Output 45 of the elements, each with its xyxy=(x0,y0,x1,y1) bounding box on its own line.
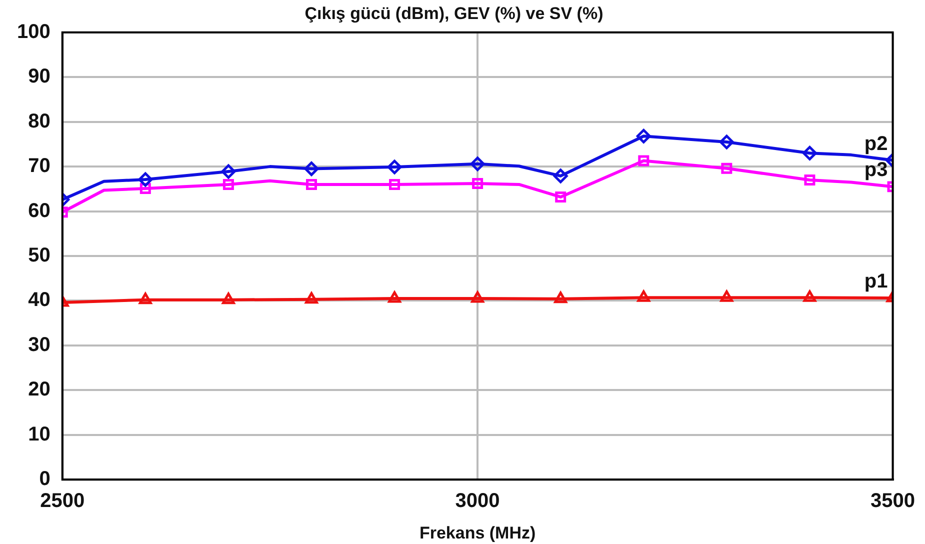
point xyxy=(721,162,732,174)
point xyxy=(719,134,734,150)
y-tick-label: 10 xyxy=(28,423,50,446)
point xyxy=(222,292,235,304)
x-tick-label: 3000 xyxy=(455,490,500,512)
chart-title: Çıkış gücü (dBm), GEV (%) ve SV (%) xyxy=(304,4,604,23)
y-tick-label: 80 xyxy=(28,110,50,132)
point xyxy=(637,290,650,302)
point xyxy=(388,291,401,303)
point xyxy=(470,156,485,172)
point xyxy=(553,168,568,184)
point xyxy=(802,146,817,160)
point xyxy=(304,162,319,176)
y-tick-label: 50 xyxy=(28,244,50,267)
point xyxy=(221,164,236,179)
point xyxy=(138,172,153,187)
y-tick-label: 30 xyxy=(28,334,50,356)
point xyxy=(804,174,816,186)
y-tick-label: 0 xyxy=(39,468,50,490)
point xyxy=(222,178,234,190)
y-tick-label: 90 xyxy=(28,66,50,88)
series-label: p1 xyxy=(864,270,888,293)
y-tick-label: 60 xyxy=(28,200,50,222)
series-label: p2 xyxy=(864,132,888,155)
x-tick-label: 3500 xyxy=(870,490,916,512)
point xyxy=(305,292,318,304)
point xyxy=(638,155,650,166)
x-tick-label: 2500 xyxy=(40,490,85,512)
y-tick-label: 100 xyxy=(16,20,50,43)
x-axis-title: Frekans (MHz) xyxy=(419,523,536,542)
point xyxy=(555,191,566,202)
point xyxy=(554,292,568,304)
series-label: p3 xyxy=(864,159,888,182)
point xyxy=(306,178,317,190)
y-tick-label: 20 xyxy=(28,378,50,401)
point xyxy=(389,178,400,190)
point xyxy=(636,128,651,144)
point xyxy=(138,292,152,304)
point xyxy=(720,290,734,302)
point xyxy=(387,160,402,174)
y-tick-label: 70 xyxy=(28,155,50,178)
point xyxy=(803,290,816,302)
point xyxy=(471,291,484,303)
y-tick-label: 40 xyxy=(28,289,50,312)
point xyxy=(472,178,484,190)
